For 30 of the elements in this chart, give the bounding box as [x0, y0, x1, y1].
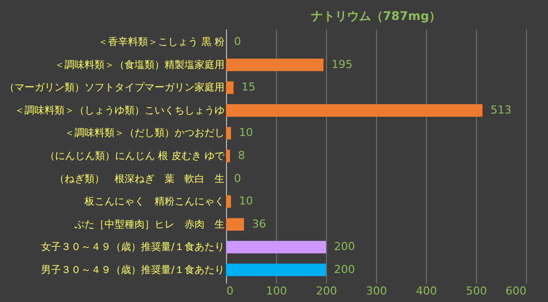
y-tick-label: （マーガリン類）ソフトタイプマーガリン家庭用	[4, 82, 224, 94]
x-tick-label: 0	[226, 284, 234, 298]
data-label: 513	[490, 103, 512, 116]
x-tick-label: 200	[316, 284, 337, 298]
y-tick-label: （にんじん類）にんじん 根 皮むき ゆで	[44, 150, 226, 162]
data-label: 15	[242, 80, 256, 94]
x-tick-label: 400	[416, 284, 437, 298]
y-tick-label: ＜調味料類＞（しょうゆ類）こいくちしょうゆ	[14, 104, 224, 116]
y-tick-label: 男子３０～４９（歳）推奨量/１食あたり	[41, 264, 224, 276]
y-tick-label: （ねぎ類） 根深ねぎ 葉 軟白 生	[54, 172, 224, 185]
data-label: 10	[239, 126, 253, 140]
y-tick-label: 板こんにゃく 精粉こんにゃく	[84, 196, 224, 208]
data-label: 195	[332, 58, 352, 71]
data-label: 10	[239, 194, 253, 208]
x-tick-label: 100	[266, 284, 287, 298]
x-tick-label: 500	[466, 284, 487, 298]
chart-title: ナトリウム（787mg）	[310, 9, 442, 23]
y-tick-label: ＜調味料類＞（だし類）かつおだし	[64, 127, 224, 140]
y-tick-label: 女子３０～４９（歳）推奨量/１食あたり	[41, 241, 224, 254]
y-tick-label: ＜調味料類＞（食塩類）精製塩家庭用	[54, 58, 224, 71]
data-label: 0	[234, 172, 241, 185]
data-label: 36	[252, 217, 266, 230]
y-tick-label: ぶた［中型種肉］ヒレ 赤肉 生	[74, 218, 224, 230]
x-tick-label: 600	[506, 284, 526, 298]
data-label: 0	[234, 35, 241, 48]
data-label: 200	[334, 262, 355, 276]
y-tick-label: ＜香辛料類＞こしょう 黒 粉	[98, 36, 224, 48]
x-tick-label: 300	[366, 284, 387, 298]
data-label: 8	[238, 149, 245, 162]
data-label: 200	[334, 240, 355, 254]
